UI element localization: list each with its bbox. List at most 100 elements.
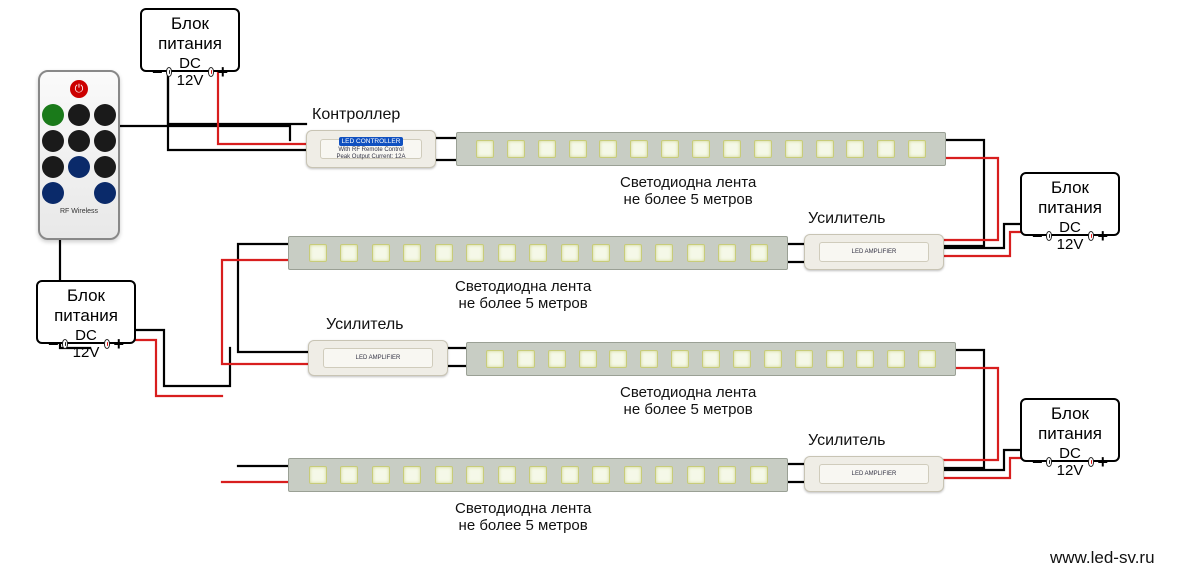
remote-button xyxy=(42,130,64,152)
remote-button xyxy=(68,130,90,152)
controller-sub2: Peak Output Current: 12A xyxy=(336,154,405,161)
led-chip xyxy=(372,466,390,484)
led-chip xyxy=(692,140,710,158)
led-chip xyxy=(561,466,579,484)
led-amplifier-3: LED AMPLIFIER xyxy=(804,456,944,492)
psu-top-left: Блок питания − DC 12V + xyxy=(140,8,240,72)
led-chip xyxy=(918,350,936,368)
led-chip xyxy=(733,350,751,368)
controller-sub1: With RF Remote Control xyxy=(338,147,403,154)
led-chip xyxy=(548,350,566,368)
psu-left-2: Блок питания − DC 12V + xyxy=(36,280,136,344)
led-chip xyxy=(340,244,358,262)
led-chip xyxy=(529,466,547,484)
remote-button xyxy=(42,104,64,126)
led-chip xyxy=(498,244,516,262)
led-chip xyxy=(403,244,421,262)
led-chip xyxy=(640,350,658,368)
led-chip xyxy=(671,350,689,368)
led-chip xyxy=(887,350,905,368)
led-chip xyxy=(856,350,874,368)
led-chip xyxy=(655,466,673,484)
led-chip xyxy=(498,466,516,484)
led-chip xyxy=(702,350,720,368)
remote-button xyxy=(94,182,116,204)
led-chip xyxy=(435,466,453,484)
rf-remote: ⏻ RF Wireless xyxy=(38,70,120,240)
led-strip-2 xyxy=(288,236,788,270)
led-chip xyxy=(687,466,705,484)
led-chip xyxy=(517,350,535,368)
led-chip xyxy=(592,244,610,262)
led-chip xyxy=(877,140,895,158)
label-controller: Контроллер xyxy=(312,106,400,124)
led-chip xyxy=(609,350,627,368)
led-chip xyxy=(718,466,736,484)
led-chip xyxy=(661,140,679,158)
psu-term-neg xyxy=(166,67,173,77)
psu-minus: − xyxy=(152,62,163,83)
led-chip xyxy=(435,244,453,262)
led-chip xyxy=(561,244,579,262)
label-amp3: Усилитель xyxy=(808,432,886,450)
led-chip xyxy=(723,140,741,158)
remote-button xyxy=(94,104,116,126)
led-chip xyxy=(908,140,926,158)
led-chip xyxy=(795,350,813,368)
led-chip xyxy=(579,350,597,368)
remote-button xyxy=(94,130,116,152)
psu-plus: + xyxy=(217,62,228,83)
psu-right-1: Блок питания − DC 12V + xyxy=(1020,172,1120,236)
label-amp2: Усилитель xyxy=(326,316,404,334)
led-chip xyxy=(372,244,390,262)
caption-strip-2: Светодиодна лента не более 5 метров xyxy=(455,278,591,313)
led-chip xyxy=(630,140,648,158)
psu-title-2: питания xyxy=(152,34,228,54)
footer-url: www.led-sv.ru xyxy=(1050,548,1155,568)
psu-title-1: Блок xyxy=(152,14,228,34)
caption-strip-3: Светодиодна лента не более 5 метров xyxy=(620,384,756,419)
led-chip xyxy=(592,466,610,484)
remote-button xyxy=(68,156,90,178)
led-chip xyxy=(466,466,484,484)
led-chip xyxy=(764,350,782,368)
led-chip xyxy=(655,244,673,262)
caption-strip-1: Светодиодна лента не более 5 метров xyxy=(620,174,756,209)
led-chip xyxy=(466,244,484,262)
led-chip xyxy=(718,244,736,262)
led-chip xyxy=(687,244,705,262)
remote-button xyxy=(42,156,64,178)
led-amplifier-2: LED AMPLIFIER xyxy=(308,340,448,376)
power-icon: ⏻ xyxy=(70,80,88,98)
led-chip xyxy=(309,244,327,262)
psu-term-pos xyxy=(208,67,215,77)
label-amp1: Усилитель xyxy=(808,210,886,228)
remote-button xyxy=(94,156,116,178)
led-chip xyxy=(785,140,803,158)
led-chip xyxy=(754,140,772,158)
remote-button xyxy=(68,182,90,204)
led-chip xyxy=(538,140,556,158)
led-chip xyxy=(624,466,642,484)
psu-right-2: Блок питания − DC 12V + xyxy=(1020,398,1120,462)
led-chip xyxy=(340,466,358,484)
remote-button xyxy=(68,104,90,126)
led-strip-4 xyxy=(288,458,788,492)
led-chip xyxy=(750,466,768,484)
led-amplifier-1: LED AMPLIFIER xyxy=(804,234,944,270)
led-strip-1 xyxy=(456,132,946,166)
caption-strip-4: Светодиодна лента не более 5 метров xyxy=(455,500,591,535)
led-chip xyxy=(599,140,617,158)
led-chip xyxy=(826,350,844,368)
remote-button xyxy=(42,182,64,204)
led-chip xyxy=(750,244,768,262)
led-strip-3 xyxy=(466,342,956,376)
led-chip xyxy=(529,244,547,262)
led-chip xyxy=(309,466,327,484)
led-chip xyxy=(507,140,525,158)
psu-volt: DC 12V xyxy=(175,55,205,90)
led-chip xyxy=(403,466,421,484)
led-controller: LED CONTROLLER With RF Remote Control Pe… xyxy=(306,130,436,168)
controller-header: LED CONTROLLER xyxy=(339,137,404,146)
led-chip xyxy=(624,244,642,262)
